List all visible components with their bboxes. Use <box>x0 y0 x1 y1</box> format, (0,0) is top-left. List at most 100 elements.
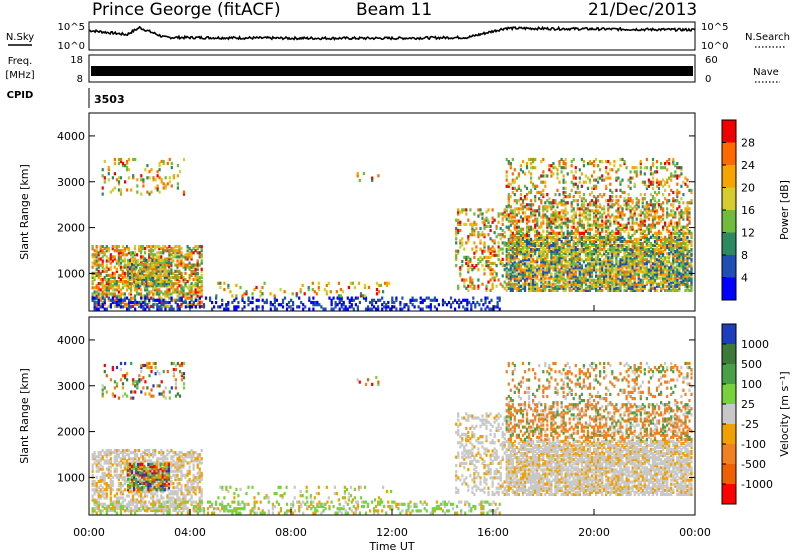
echo-cell <box>515 250 518 254</box>
echo-cell <box>190 294 193 298</box>
echo-cell <box>196 298 199 302</box>
echo-cell <box>564 186 567 190</box>
echo-cell <box>534 280 537 284</box>
echo-cell <box>150 296 153 300</box>
echo-cell <box>562 282 565 286</box>
echo-cell <box>99 302 102 306</box>
echo-cell <box>501 235 504 239</box>
echo-cell <box>308 298 311 302</box>
echo-cell <box>509 288 512 292</box>
echo-cell <box>501 284 504 288</box>
echo-cell <box>528 276 531 280</box>
echo-cell <box>123 302 126 306</box>
echo-cell <box>617 231 620 235</box>
echo-cell <box>666 243 669 248</box>
echo-cell <box>534 243 537 248</box>
echo-cell <box>574 176 577 180</box>
echo-cell <box>627 264 630 268</box>
echo-cell <box>542 286 545 290</box>
echo-cell <box>647 248 650 252</box>
echo-cell <box>113 282 116 286</box>
echo-cell <box>521 231 525 235</box>
echo-cell <box>399 307 402 311</box>
echo-cell <box>172 271 175 275</box>
echo-cell <box>476 300 479 305</box>
echo-cell <box>562 221 565 225</box>
echo-cell <box>578 241 581 246</box>
echo-cell <box>103 253 106 257</box>
echo-cell <box>668 246 671 250</box>
echo-cell <box>483 220 486 224</box>
echo-cell <box>113 275 116 280</box>
echo-cell <box>641 252 644 256</box>
echo-cell <box>552 252 555 256</box>
echo-cell <box>617 209 620 213</box>
echo-cell <box>312 307 315 311</box>
echo-cell <box>623 239 626 244</box>
echo-cell <box>417 305 420 309</box>
echo-cell <box>302 307 305 311</box>
echo-cell <box>117 255 120 259</box>
echo-cell <box>619 180 622 184</box>
echo-cell <box>550 207 553 211</box>
echo-cell <box>588 284 592 288</box>
echo-cell <box>509 241 512 246</box>
echo-cell <box>550 274 553 278</box>
echo-cell <box>391 298 394 302</box>
echo-cell <box>542 193 545 197</box>
echo-cell <box>449 296 453 300</box>
echo-cell <box>568 276 571 280</box>
echo-cell <box>655 201 659 205</box>
echo-cell <box>558 211 561 215</box>
echo-cell <box>568 193 571 197</box>
echo-cell <box>509 229 512 233</box>
echo-cell <box>168 292 171 296</box>
echo-cell <box>111 288 114 292</box>
echo-cell <box>178 245 181 249</box>
echo-cell <box>578 235 581 239</box>
echo-cell <box>597 246 600 250</box>
echo-cell <box>142 305 145 309</box>
echo-cell <box>674 270 677 274</box>
echo-cell <box>662 225 665 229</box>
echo-cell <box>468 300 471 305</box>
echo-cell <box>623 274 626 278</box>
echo-cell <box>664 237 667 241</box>
echo-cell <box>138 247 141 251</box>
echo-cell <box>655 180 659 184</box>
echo-cell <box>121 251 124 255</box>
echo-cell <box>519 193 522 197</box>
echo-cell <box>674 164 677 168</box>
echo-cell <box>601 254 604 258</box>
echo-cell <box>463 208 466 212</box>
echo-cell <box>200 267 203 271</box>
echo-cell <box>560 170 563 174</box>
echo-cell <box>107 288 110 292</box>
echo-cell <box>505 254 508 258</box>
echo-cell <box>111 292 114 296</box>
station-title: Prince George (fitACF) <box>92 0 281 20</box>
echo-cell <box>660 280 663 284</box>
echo-cell <box>170 298 173 302</box>
echo-cell <box>103 284 106 288</box>
echo-cell <box>651 233 655 237</box>
echo-cell <box>662 254 665 258</box>
echo-cell <box>570 280 573 284</box>
echo-cell <box>156 290 159 294</box>
echo-cell <box>588 254 592 258</box>
echo-cell <box>546 282 549 286</box>
echo-cell <box>131 296 135 300</box>
echo-cell <box>158 298 161 302</box>
echo-cell <box>117 280 120 284</box>
echo-cell <box>97 286 100 290</box>
echo-cell <box>495 272 498 276</box>
echo-cell <box>184 255 187 259</box>
echo-cell <box>560 256 563 260</box>
echo-cell <box>182 292 185 296</box>
echo-cell <box>623 288 626 292</box>
echo-cell <box>316 303 319 307</box>
echo-cell <box>178 259 181 263</box>
echo-cell <box>601 270 604 274</box>
echo-cell <box>562 235 565 239</box>
echo-cell <box>582 227 585 231</box>
